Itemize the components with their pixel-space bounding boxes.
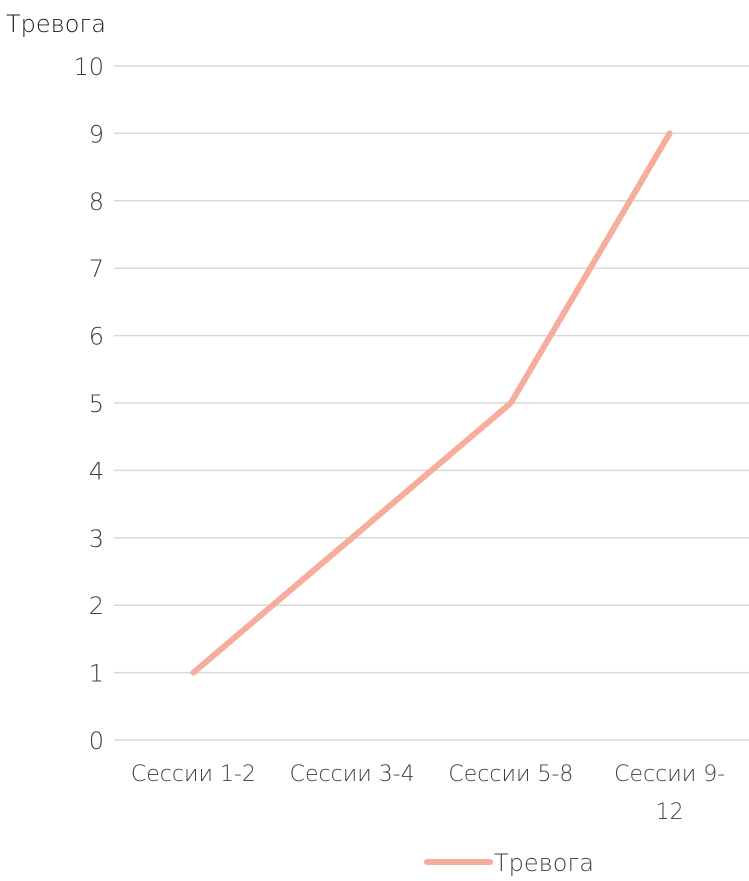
chart-title: Тревога <box>6 10 106 38</box>
x-tick-label: Сессии 9-12 <box>614 762 725 825</box>
y-axis-ticks: 0 1 2 3 4 5 6 7 8 9 10 <box>73 53 104 755</box>
gridlines <box>114 65 749 741</box>
x-tick-label: Сессии 5-8 <box>448 762 573 787</box>
y-tick-label: 10 <box>73 53 104 81</box>
y-tick-label: 6 <box>89 323 104 351</box>
legend: Тревога <box>424 849 594 877</box>
x-tick-label: Сессии 3-4 <box>290 762 415 787</box>
y-tick-label: 1 <box>89 660 104 688</box>
y-tick-label: 2 <box>89 592 104 620</box>
y-tick-label: 3 <box>89 525 104 553</box>
legend-label: Тревога <box>494 849 594 877</box>
x-axis-ticks: Сессии 1-2 Сессии 3-4 Сессии 5-8 Сессии 9-1… <box>131 762 725 825</box>
y-tick-label: 7 <box>89 255 104 283</box>
y-tick-label: 9 <box>89 120 104 148</box>
y-tick-label: 8 <box>89 188 104 216</box>
y-tick-label: 4 <box>89 457 104 485</box>
y-tick-label: 0 <box>89 727 104 755</box>
series-lines <box>190 130 673 676</box>
series-line <box>190 130 673 676</box>
x-tick-label: Сессии 1-2 <box>131 762 256 787</box>
y-tick-label: 5 <box>89 390 104 418</box>
